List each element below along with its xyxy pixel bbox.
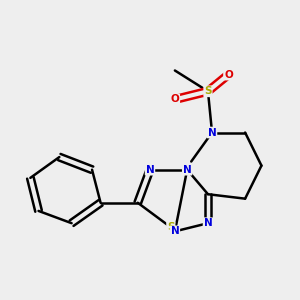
Text: O: O: [224, 70, 233, 80]
Text: O: O: [170, 94, 179, 104]
Text: S: S: [204, 86, 212, 96]
Text: N: N: [170, 226, 179, 236]
Text: N: N: [208, 128, 216, 137]
Text: N: N: [183, 165, 191, 175]
Text: S: S: [167, 222, 175, 232]
Text: N: N: [204, 218, 212, 228]
Text: N: N: [146, 165, 154, 175]
